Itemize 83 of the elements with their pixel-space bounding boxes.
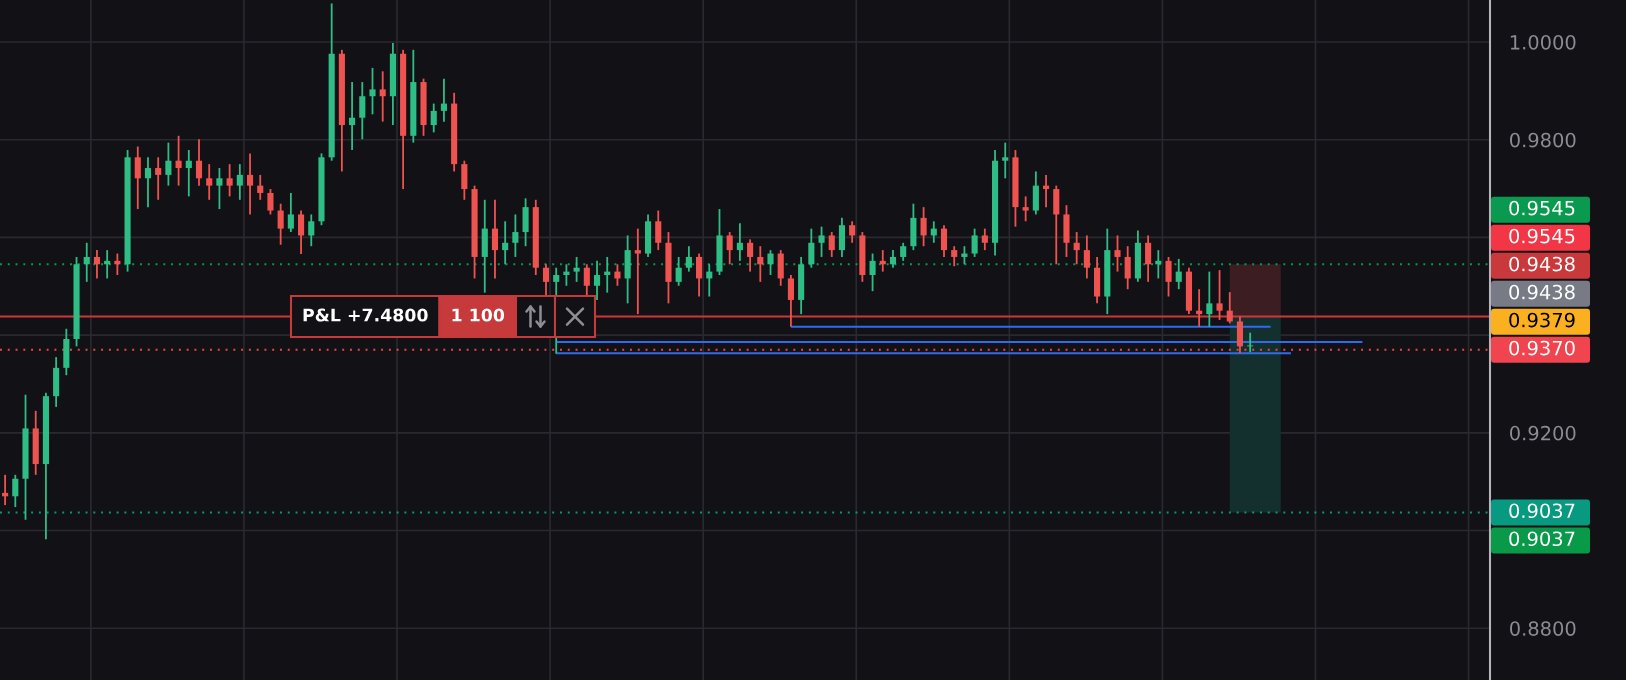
candlestick (12, 473, 19, 508)
candlestick (257, 173, 264, 201)
candlestick (828, 231, 835, 258)
candlestick (655, 209, 662, 252)
candlestick (134, 145, 141, 210)
candlestick (369, 66, 376, 116)
candlestick (206, 163, 213, 201)
candlestick (83, 241, 90, 283)
y-tick-label: 1.0000 (1510, 34, 1576, 50)
candlestick (502, 220, 509, 266)
candlestick (1175, 258, 1182, 291)
candlestick (971, 227, 978, 258)
candlestick (195, 138, 203, 187)
candlestick (1216, 269, 1223, 321)
candlestick (757, 245, 764, 283)
candlestick (808, 227, 815, 269)
candlestick (1002, 141, 1009, 180)
candlestick (1073, 231, 1080, 266)
candlestick (542, 263, 550, 298)
candlestick (246, 152, 254, 216)
candlestick (1165, 256, 1172, 298)
candlestick (379, 70, 386, 123)
candlestick (359, 81, 366, 141)
ref-line-label: 0.9545 (1509, 200, 1575, 216)
candlestick (430, 102, 437, 134)
candlestick (277, 202, 284, 246)
candlestick (726, 231, 733, 266)
candlestick (1145, 234, 1152, 283)
text: 0.9438 (1509, 284, 1575, 300)
candlestick (144, 156, 152, 209)
candlestick (593, 259, 601, 301)
candlestick (869, 252, 876, 293)
candlestick (349, 81, 356, 151)
candlestick (216, 167, 223, 210)
y-tick-label: 0.9800 (1510, 132, 1576, 148)
candlestick (298, 209, 305, 255)
ref-line-label: 0.9370 (1509, 340, 1575, 356)
candlestick (512, 213, 519, 258)
candlestick (267, 188, 274, 216)
candlestick (940, 224, 948, 258)
candlestick (696, 252, 703, 298)
candlestick (1022, 195, 1029, 223)
candlestick (226, 163, 233, 198)
candlestick (573, 256, 580, 283)
text: 0.9545 (1509, 228, 1575, 244)
annotation: P&L +7.4800 (303, 308, 428, 322)
candlestick (675, 256, 682, 287)
candlestick (287, 192, 294, 233)
candlestick (1083, 234, 1090, 280)
candlestick (185, 149, 192, 198)
candlestick (440, 77, 447, 123)
candlestick (634, 227, 641, 316)
candlestick (93, 249, 101, 280)
candlestick (1206, 270, 1213, 328)
ref-line-label: 0.9037 (1509, 503, 1575, 519)
candlestick (951, 245, 958, 268)
candlestick (1247, 331, 1254, 354)
candlestick (736, 222, 743, 262)
candlestick (849, 220, 856, 244)
candlestick (165, 141, 172, 187)
candlestick (787, 274, 794, 328)
candlestick (920, 206, 927, 248)
candlestick (1226, 291, 1233, 325)
candlestick (1114, 234, 1121, 273)
candlestick (818, 225, 825, 258)
candlestick (583, 263, 590, 298)
annotation: 1 100 (452, 308, 505, 322)
candlestick (1124, 245, 1131, 291)
candlestick (308, 213, 315, 248)
candlestick (767, 249, 774, 276)
candlestick (981, 227, 988, 252)
candlestick (491, 198, 499, 280)
ref-line-label: 0.9438 (1509, 256, 1575, 272)
y-tick-label: 0.9200 (1510, 425, 1576, 441)
text: 0.9037 (1509, 531, 1575, 547)
candlestick (236, 163, 243, 201)
y-tick-label: 0.8800 (1510, 621, 1576, 636)
candlestick (175, 134, 182, 187)
candlestick (685, 245, 692, 273)
text: 0.9379 (1509, 312, 1575, 328)
candlestick (747, 238, 754, 273)
candlestick (900, 241, 907, 262)
candlestick (155, 156, 162, 201)
